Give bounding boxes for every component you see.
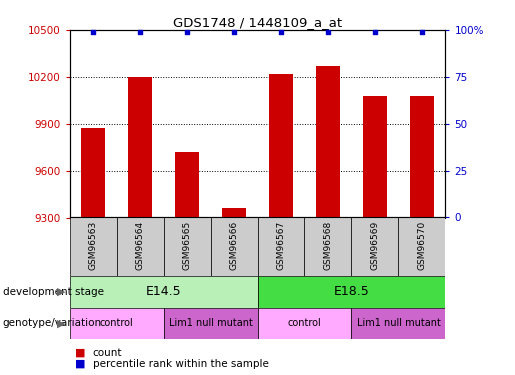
Text: E14.5: E14.5 [146, 285, 181, 298]
Text: Lim1 null mutant: Lim1 null mutant [356, 318, 440, 328]
Bar [164, 217, 211, 276]
Text: Lim1 null mutant: Lim1 null mutant [168, 318, 252, 328]
Text: GSM96566: GSM96566 [230, 221, 238, 270]
Text: GSM96565: GSM96565 [182, 221, 192, 270]
Point [136, 29, 144, 35]
Title: GDS1748 / 1448109_a_at: GDS1748 / 1448109_a_at [173, 16, 342, 29]
Text: GSM96564: GSM96564 [135, 221, 145, 270]
Point [89, 29, 97, 35]
Text: E18.5: E18.5 [334, 285, 369, 298]
Bar [70, 308, 164, 339]
Bar [363, 96, 387, 218]
Text: ■: ■ [75, 348, 85, 357]
Point [183, 29, 191, 35]
Bar [399, 217, 445, 276]
Text: control: control [99, 318, 133, 328]
Bar [211, 217, 258, 276]
Text: GSM96567: GSM96567 [277, 221, 285, 270]
Bar [175, 152, 199, 217]
Point [324, 29, 332, 35]
Bar [258, 308, 352, 339]
Bar [81, 128, 105, 217]
Text: control: control [287, 318, 321, 328]
Point [371, 29, 379, 35]
Bar [70, 217, 116, 276]
Bar [352, 308, 445, 339]
Bar [304, 217, 352, 276]
Bar [410, 96, 434, 218]
Text: GSM96563: GSM96563 [89, 221, 97, 270]
Bar [70, 276, 258, 308]
Text: genotype/variation: genotype/variation [3, 318, 101, 328]
Bar [128, 77, 152, 218]
Text: percentile rank within the sample: percentile rank within the sample [93, 359, 269, 369]
Bar [269, 74, 293, 217]
Text: ▶: ▶ [57, 318, 65, 328]
Bar [258, 276, 445, 308]
Bar [352, 217, 399, 276]
Bar [258, 217, 304, 276]
Text: count: count [93, 348, 122, 357]
Text: GSM96570: GSM96570 [418, 221, 426, 270]
Text: ■: ■ [75, 359, 85, 369]
Point [277, 29, 285, 35]
Point [418, 29, 426, 35]
Text: GSM96568: GSM96568 [323, 221, 333, 270]
Point [230, 29, 238, 35]
Bar [316, 66, 340, 218]
Text: ▶: ▶ [57, 286, 65, 297]
Bar [116, 217, 164, 276]
Bar [164, 308, 258, 339]
Text: GSM96569: GSM96569 [370, 221, 380, 270]
Text: development stage: development stage [3, 286, 104, 297]
Bar [222, 208, 246, 218]
